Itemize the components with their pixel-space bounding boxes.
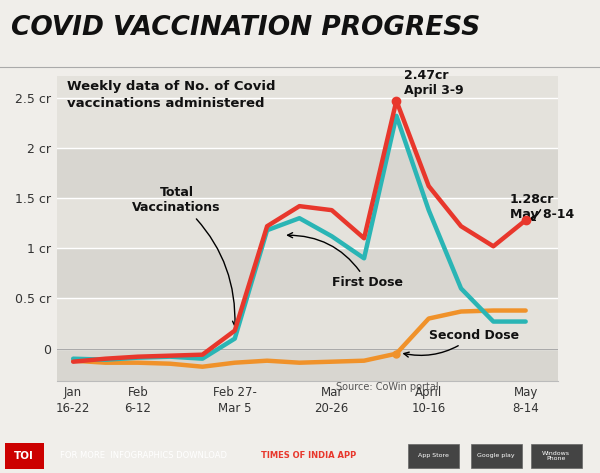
- Bar: [57, 148, 558, 198]
- Text: 2.47cr
April 3-9: 2.47cr April 3-9: [404, 69, 464, 97]
- Bar: [408, 444, 459, 468]
- Bar: [57, 98, 558, 148]
- Text: Windows
Phone: Windows Phone: [542, 451, 570, 461]
- Bar: [471, 444, 522, 468]
- Text: Weekly data of No. of Covid
vaccinations administered: Weekly data of No. of Covid vaccinations…: [67, 80, 275, 110]
- Text: 1.28cr
May 8-14: 1.28cr May 8-14: [509, 193, 574, 221]
- Bar: [57, 76, 558, 98]
- Bar: [57, 349, 558, 381]
- Text: Total
Vaccinations: Total Vaccinations: [133, 186, 238, 326]
- Text: FOR MORE  INFOGRAPHICS DOWNLOAD: FOR MORE INFOGRAPHICS DOWNLOAD: [60, 451, 230, 461]
- Bar: [57, 198, 558, 248]
- Bar: [57, 298, 558, 349]
- Text: COVID VACCINATION PROGRESS: COVID VACCINATION PROGRESS: [11, 15, 480, 41]
- Text: TIMES OF INDIA APP: TIMES OF INDIA APP: [261, 451, 356, 461]
- Bar: [5, 443, 44, 469]
- Text: Second Dose: Second Dose: [404, 329, 519, 357]
- Text: Source: CoWin portal: Source: CoWin portal: [336, 382, 439, 392]
- Bar: [57, 248, 558, 298]
- Text: Google play: Google play: [478, 454, 515, 458]
- Text: TOI: TOI: [14, 451, 34, 461]
- Bar: [531, 444, 582, 468]
- Text: App Store: App Store: [418, 454, 449, 458]
- Text: First Dose: First Dose: [287, 233, 403, 289]
